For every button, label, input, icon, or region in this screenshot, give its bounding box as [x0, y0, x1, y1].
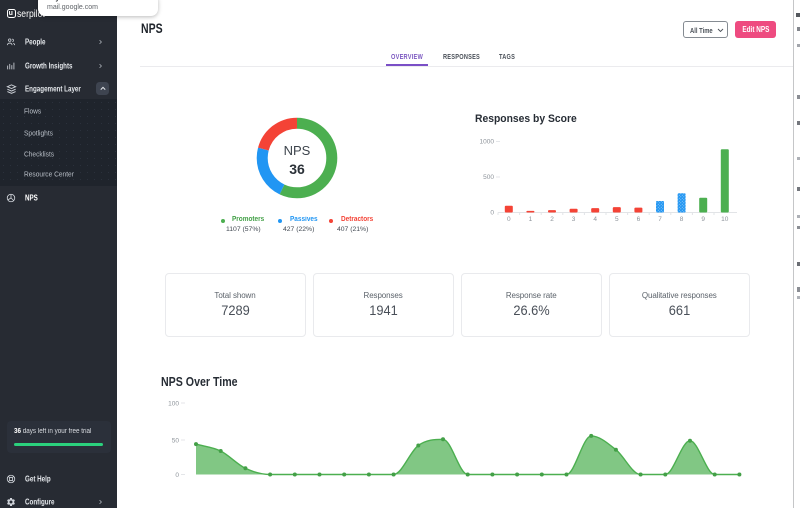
- svg-text:0: 0: [175, 472, 179, 479]
- svg-text:1000: 1000: [480, 139, 495, 146]
- svg-text:6: 6: [637, 216, 641, 223]
- svg-text:2: 2: [550, 216, 554, 223]
- svg-text:8: 8: [680, 216, 684, 223]
- svg-text:4: 4: [593, 216, 597, 223]
- svg-text:7: 7: [658, 216, 662, 223]
- svg-text:10: 10: [721, 216, 729, 223]
- svg-text:1: 1: [529, 216, 533, 223]
- svg-text:0: 0: [507, 216, 511, 223]
- svg-text:0: 0: [490, 210, 494, 217]
- svg-text:5: 5: [615, 216, 619, 223]
- svg-text:500: 500: [483, 174, 494, 181]
- svg-text:100: 100: [168, 401, 179, 408]
- svg-text:9: 9: [701, 216, 705, 223]
- svg-text:3: 3: [572, 216, 576, 223]
- svg-text:50: 50: [172, 438, 180, 445]
